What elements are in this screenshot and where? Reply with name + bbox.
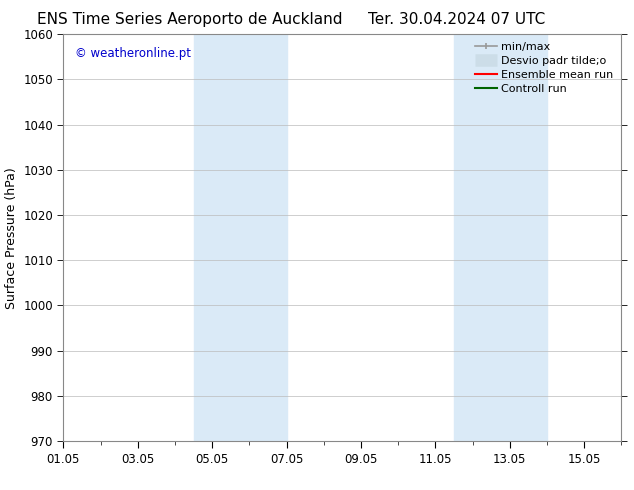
Legend: min/max, Desvio padr tilde;o, Ensemble mean run, Controll run: min/max, Desvio padr tilde;o, Ensemble m… xyxy=(470,38,618,98)
Bar xyxy=(491,34,547,441)
Y-axis label: Surface Pressure (hPa): Surface Pressure (hPa) xyxy=(4,167,18,309)
Text: © weatheronline.pt: © weatheronline.pt xyxy=(75,47,191,59)
Text: Ter. 30.04.2024 07 UTC: Ter. 30.04.2024 07 UTC xyxy=(368,12,545,27)
Bar xyxy=(231,34,287,441)
Bar xyxy=(454,34,491,441)
Text: ENS Time Series Aeroporto de Auckland: ENS Time Series Aeroporto de Auckland xyxy=(37,12,343,27)
Bar xyxy=(193,34,231,441)
